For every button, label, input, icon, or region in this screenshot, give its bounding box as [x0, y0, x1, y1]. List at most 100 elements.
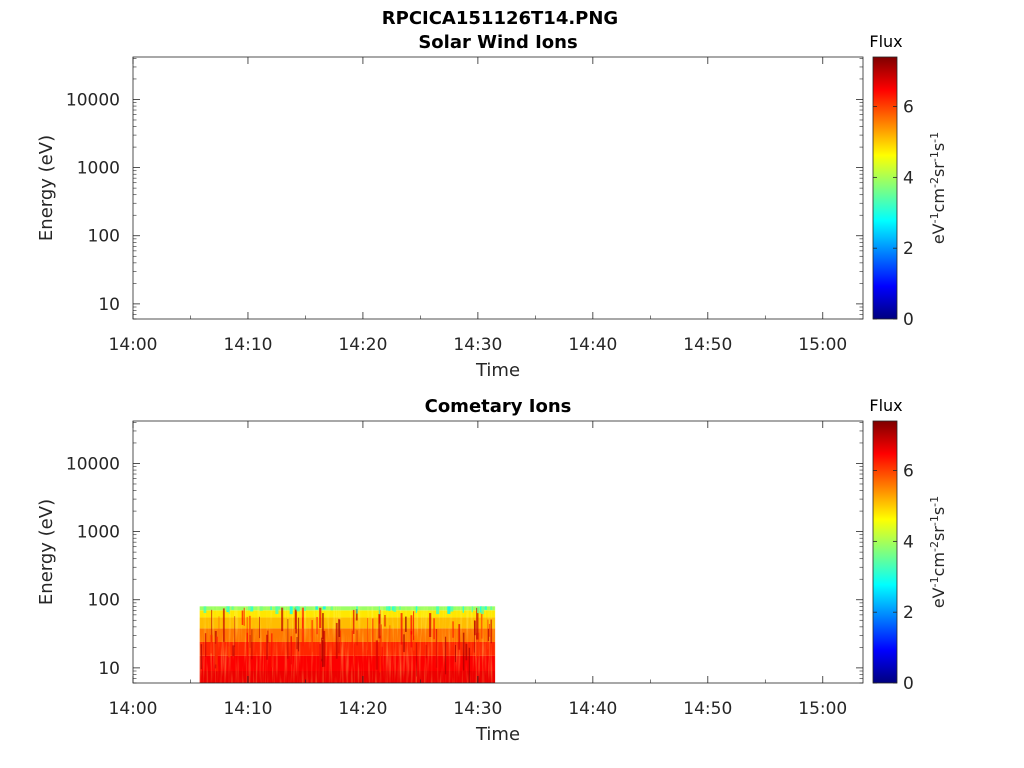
flux-streak-top [225, 606, 228, 611]
flux-streak-top [356, 606, 358, 614]
flux-streak-top [231, 606, 234, 610]
flux-streak [455, 644, 457, 663]
flux-streak [246, 616, 248, 649]
colorbar-tick-label: 4 [903, 168, 914, 188]
panel-title: Solar Wind Ions [418, 32, 577, 53]
colorbar-title: Flux [869, 396, 902, 415]
flux-streak [241, 610, 244, 625]
flux-streak-top [322, 606, 326, 610]
flux-streak [298, 617, 300, 652]
flux-streak [480, 611, 483, 639]
x-tick-label: 14:20 [338, 699, 387, 719]
axes-frame [132, 56, 864, 320]
x-axis-label: Time [475, 724, 520, 745]
flux-streak-top [450, 606, 454, 612]
flux-streak [334, 642, 337, 653]
colorbar-tick-label: 2 [903, 603, 914, 623]
x-tick-label: 14:10 [223, 699, 272, 719]
flux-streak-top [462, 606, 465, 613]
flux-streak [468, 647, 470, 683]
flux-streak [316, 616, 318, 635]
flux-streak [372, 618, 374, 656]
flux-streak [478, 632, 480, 657]
flux-streak [413, 635, 415, 651]
flux-streak [474, 620, 476, 636]
flux-streak [270, 633, 273, 668]
flux-streak [381, 646, 383, 664]
x-tick-label: 14:20 [338, 335, 387, 355]
flux-streak-top [247, 606, 252, 611]
flux-streak [302, 617, 304, 629]
flux-streak-top [226, 606, 230, 613]
flux-streak [405, 616, 407, 632]
y-axis-label: Energy (eV) [36, 135, 57, 241]
y-tick-label: 100 [88, 591, 120, 611]
flux-streak [416, 642, 418, 677]
flux-streak [375, 640, 379, 670]
flux-streak [435, 629, 438, 668]
flux-streak-top [490, 606, 493, 610]
y-tick-label: 1000 [77, 159, 120, 179]
colorbar [872, 56, 898, 320]
flux-streak-top [476, 606, 480, 614]
flux-streak [204, 633, 207, 657]
flux-streak [296, 637, 298, 650]
colorbar-tick-label: 0 [903, 310, 914, 330]
flux-streak [251, 629, 253, 660]
flux-streak [290, 636, 293, 665]
flux-streak [367, 618, 369, 651]
flux-streak [444, 636, 447, 675]
flux-streak [243, 607, 245, 626]
flux-streak [389, 625, 391, 657]
flux-streak-top [203, 606, 207, 614]
flux-streak-top [294, 606, 298, 610]
colorbar-tick-label: 0 [903, 674, 914, 694]
flux-streak [354, 643, 356, 664]
flux-streak-top [228, 606, 230, 614]
x-tick-label: 14:40 [568, 699, 617, 719]
flux-streak-top [259, 606, 263, 611]
flux-streak [473, 620, 475, 653]
flux-streak [410, 631, 413, 648]
flux-streak [452, 621, 454, 638]
flux-streak [355, 609, 358, 621]
flux-streak-top [250, 606, 254, 612]
flux-streak [234, 616, 236, 647]
flux-streak [211, 609, 213, 643]
colorbar [872, 420, 898, 684]
flux-streak [215, 636, 219, 672]
flux-streak [319, 643, 321, 683]
flux-streak [311, 620, 314, 652]
x-tick-label: 14:50 [683, 335, 732, 355]
x-tick-label: 14:10 [223, 335, 272, 355]
y-tick-label: 10000 [66, 454, 120, 474]
flux-streak [490, 619, 492, 644]
flux-streak-top [385, 606, 389, 611]
colorbar-title: Flux [869, 32, 902, 51]
x-tick-label: 15:00 [798, 699, 847, 719]
x-axis-label: Time [475, 360, 520, 381]
flux-streak-top [436, 606, 440, 615]
flux-streak [322, 613, 324, 640]
flux-streak-top [270, 606, 272, 611]
flux-streak [487, 628, 490, 641]
y-tick-label: 10 [98, 295, 120, 315]
colorbar-tick-label: 6 [903, 98, 914, 118]
flux-streak-top [480, 606, 484, 615]
flux-streak [210, 634, 213, 654]
x-tick-label: 14:00 [109, 699, 158, 719]
flux-streak [488, 623, 491, 637]
flux-streak-top [275, 606, 279, 614]
flux-streak [281, 607, 284, 632]
x-tick-label: 14:40 [568, 335, 617, 355]
flux-streak [335, 622, 338, 659]
flux-streak [410, 615, 413, 635]
flux-streak [425, 644, 427, 659]
flux-segment [199, 606, 496, 683]
flux-streak [266, 634, 269, 660]
y-tick-label: 1000 [77, 523, 120, 543]
flux-streak [433, 618, 435, 640]
flux-streak-top [296, 606, 300, 612]
flux-streak [403, 634, 405, 653]
